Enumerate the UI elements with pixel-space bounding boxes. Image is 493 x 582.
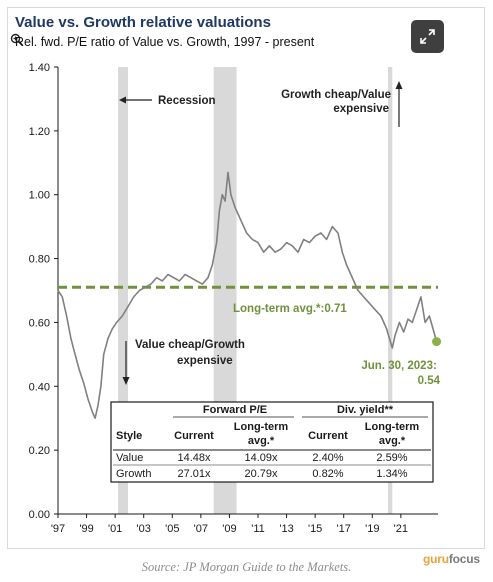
table-cell: 2.40% [312,452,343,464]
y-tick-label: 0.20 [29,445,50,457]
x-tick-label: '99 [79,523,93,535]
x-tick-label: '03 [137,523,151,535]
recession-band [118,67,128,514]
expand-icon [420,29,435,44]
long-term-average-label: Long-term avg.*:0.71 [233,303,347,315]
y-tick-label: 1.00 [29,190,50,202]
x-tick-label: '05 [165,523,179,535]
endpoint-label: Jun. 30, 2023: 0.54 [361,360,440,387]
zoom-in-icon[interactable] [10,33,24,47]
x-tick-label: '13 [279,523,293,535]
y-tick-label: 0.40 [29,381,50,393]
table-header: Current [174,430,214,442]
x-tick-label: '21 [394,523,408,535]
x-tick-label: '15 [308,523,322,535]
y-tick-label: 0.60 [29,317,50,329]
up-arrow-head [395,81,403,89]
table-cell: 14.09x [244,452,278,464]
endpoint-marker [432,337,442,347]
table-cell: 2.59% [376,452,407,464]
y-tick-label: 0.00 [29,509,50,521]
value-cheap-label: Value cheap/Growth expensive [135,339,245,367]
brand-logo[interactable]: gurufocus [423,552,480,566]
table-header: Current [308,430,348,442]
table-header: Long-term avg.* [234,421,289,447]
down-arrow-head [122,377,130,385]
table-cell: Growth [116,468,151,480]
relative-pe-series-line [57,171,438,419]
expand-button[interactable] [411,20,444,53]
table-cell: 14.48x [177,452,211,464]
table-group-header: Forward P/E [203,404,267,416]
table-cell: 27.01x [177,468,211,480]
table-header: Long-term avg.* [365,421,420,447]
x-tick-label: '09 [222,523,236,535]
y-tick-label: 0.80 [29,254,50,266]
growth-cheap-label: Growth cheap/Value expensive [281,89,391,115]
table-group-header: Div. yield** [337,404,394,416]
recession-band [388,67,393,514]
x-tick-label: '01 [108,523,122,535]
x-tick-label: '19 [365,523,379,535]
table-cell: 0.82% [312,468,343,480]
table-header: Style [116,430,142,442]
recession-arrow-head [119,96,126,104]
recession-label: Recession [158,95,216,107]
table-cell: 20.79x [244,468,278,480]
chart-title: Value vs. Growth relative valuations [15,14,271,31]
y-tick-label: 1.20 [29,126,50,138]
valuation-table: Forward P/E Div. yield** Style Current L… [110,401,434,483]
y-tick-label: 1.40 [29,62,50,74]
x-tick-label: '17 [337,523,351,535]
chart-subtitle: Rel. fwd. P/E ratio of Value vs. Growth,… [15,35,315,49]
table-cell: Value [116,452,143,464]
x-tick-label: '97 [51,523,65,535]
x-tick-label: '11 [251,523,265,535]
x-tick-label: '07 [194,523,208,535]
source-caption: Source: JP Morgan Guide to the Markets. [141,560,352,574]
table-box [110,401,434,483]
table-cell: 1.34% [376,468,407,480]
annotations: Recession Growth cheap/Value expensive Va… [119,81,441,387]
value-growth-chart: 0.00 0.20 0.40 0.60 0.80 1.00 1.20 1.40 '97 '99 '0… [29,62,442,535]
